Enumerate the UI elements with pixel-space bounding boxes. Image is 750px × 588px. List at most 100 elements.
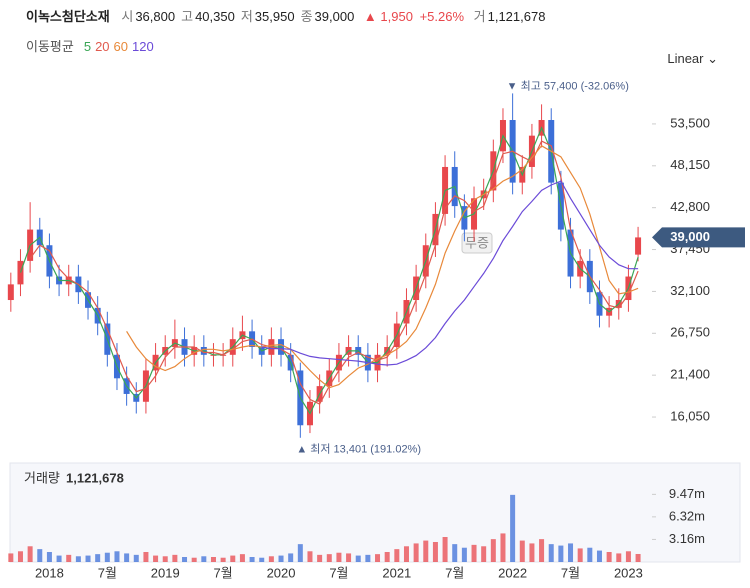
volume-bar <box>384 552 390 562</box>
quote-label: 고 <box>181 9 194 24</box>
volume-bar <box>66 554 72 562</box>
volume-bar <box>519 540 525 562</box>
volume-bar <box>162 556 168 562</box>
y-tick-label: 32,100 <box>670 283 710 298</box>
stock-name: 이녹스첨단소재 <box>26 9 110 24</box>
volume-bar <box>172 554 178 562</box>
change-pct: +5.26% <box>419 9 465 24</box>
y-tick-label: 26,750 <box>670 325 710 340</box>
volume-bar <box>452 544 458 562</box>
volume-bar <box>288 553 294 562</box>
volume-bar <box>635 553 641 562</box>
candle-body <box>17 260 24 285</box>
volume-bar <box>625 551 631 562</box>
candle-body <box>635 237 642 255</box>
volume-bar <box>230 555 236 562</box>
volume-bar <box>85 555 91 562</box>
volume-last: 1,121,678 <box>66 470 124 485</box>
ma-title: 이동평균 <box>26 39 74 54</box>
volume-title: 거래량 <box>24 470 60 485</box>
x-tick-label: 7월 <box>329 565 348 580</box>
volume-tick-label: 6.32m <box>669 508 705 523</box>
ma-legend-item: 5 <box>83 39 92 54</box>
quote-header: 이녹스첨단소재 시 36,800 고 40,350 저 35,950 종 39,000 ▲ 1… <box>26 6 545 25</box>
ma-line <box>261 180 639 366</box>
volume-tick-label: 9.47m <box>669 486 705 501</box>
volume-bar <box>442 537 448 562</box>
volume-bar <box>239 554 245 562</box>
volume-tick-label: 3.16m <box>669 531 705 546</box>
low-annotation: ▲ 최저 13,401 (191.02%) <box>296 443 421 456</box>
volume-bar <box>8 553 14 562</box>
quotes: 시 36,800 고 40,350 저 35,950 종 39,000 <box>115 9 354 24</box>
y-tick-label: 21,400 <box>670 367 710 382</box>
volume-bar <box>191 557 197 562</box>
volume-bar <box>268 556 274 562</box>
x-tick-label: 2022 <box>498 565 527 580</box>
volume-bar <box>17 551 23 562</box>
quote-value: 36,800 <box>135 9 176 24</box>
volume-bar <box>490 539 496 562</box>
ma-legend-item: 60 <box>113 39 129 54</box>
high-annotation: ▼ 최고 57,400 (-32.06%) <box>507 79 629 92</box>
x-tick-label: 7월 <box>561 565 580 580</box>
volume-bar <box>114 551 120 562</box>
volume-bar <box>461 547 467 562</box>
volume-bar <box>510 494 516 562</box>
candle-body <box>7 284 14 301</box>
volume-bar <box>75 556 81 562</box>
quote-value: 39,000 <box>314 9 355 24</box>
volume-label: 거 <box>473 9 486 24</box>
volume-bar <box>423 540 429 562</box>
y-tick-label: 16,050 <box>670 408 710 423</box>
y-tick-label: 53,500 <box>670 115 710 130</box>
volume-bar <box>365 554 371 562</box>
volume-bar <box>548 544 554 562</box>
x-tick-label: 2018 <box>35 565 64 580</box>
volume-bar <box>413 543 419 562</box>
event-box <box>461 232 493 254</box>
volume-bar <box>297 544 303 562</box>
ma-legend-item: 120 <box>132 39 154 54</box>
volume-bar <box>249 557 255 562</box>
volume-bar <box>46 552 52 562</box>
volume-bar <box>500 533 506 562</box>
last-price-tag <box>652 227 745 248</box>
quote-value: 35,950 <box>254 9 295 24</box>
y-tick-label: 42,800 <box>670 199 710 214</box>
volume-bar <box>471 544 477 562</box>
volume-bar <box>539 539 545 562</box>
volume-bar <box>606 552 612 562</box>
volume-bar <box>403 546 409 562</box>
volume-bar <box>56 555 62 562</box>
scale-button[interactable]: Linear ⌄ <box>667 51 718 66</box>
volume-bar <box>596 550 602 562</box>
x-tick-label: 7월 <box>98 565 117 580</box>
volume-bar <box>558 545 564 562</box>
volume-bar <box>278 555 284 562</box>
volume-bar <box>616 553 622 562</box>
volume-bar <box>394 549 400 562</box>
volume-value: 1,121,678 <box>487 9 546 24</box>
ma-line <box>126 145 639 389</box>
last-price-label: 39,000 <box>670 229 710 244</box>
quote-value: 40,350 <box>195 9 235 24</box>
volume-pane <box>9 462 741 563</box>
event-label: 무증 <box>465 235 489 250</box>
ma-legend: 이동평균 5 20 60 120 <box>26 36 162 55</box>
volume-bar <box>210 557 216 562</box>
volume-bar <box>220 557 226 562</box>
quote-label: 종 <box>300 9 313 24</box>
volume-bar <box>143 552 149 562</box>
volume-bar <box>259 557 265 562</box>
volume-bar <box>201 556 207 562</box>
volume-bar <box>95 554 101 562</box>
volume-bar <box>577 548 583 562</box>
volume-bar <box>153 555 159 562</box>
volume-bar <box>182 557 188 562</box>
volume-bar <box>336 552 342 562</box>
change: ▲ 1,950 <box>363 9 413 24</box>
volume-bar <box>587 547 593 562</box>
volume-bar <box>317 554 323 562</box>
